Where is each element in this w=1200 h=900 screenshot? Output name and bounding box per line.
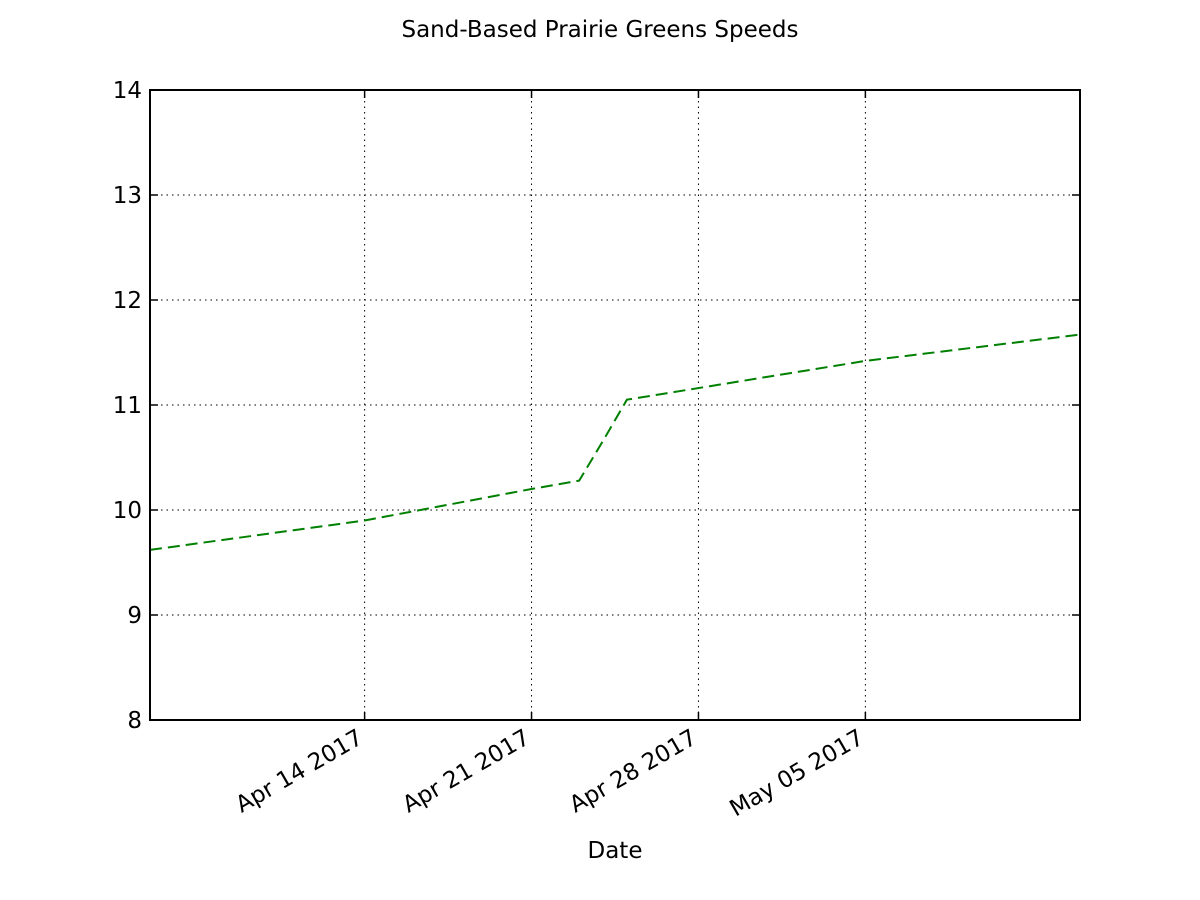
series-line	[149, 333, 1081, 551]
y-tick-label: 10	[113, 498, 142, 524]
grid	[150, 90, 1080, 720]
x-tick-label: Apr 21 2017	[398, 725, 534, 819]
x-tick-label: Apr 14 2017	[231, 725, 367, 819]
x-axis-label: Date	[588, 838, 643, 864]
x-tick-label: Apr 28 2017	[565, 725, 701, 819]
series-layer	[149, 333, 1081, 551]
y-axis: 8 9 10 11 12 13 14	[113, 78, 1080, 734]
x-axis: Apr 14 2017 Apr 21 2017 Apr 28 2017 May 05 …	[231, 90, 868, 822]
y-tick-label: 9	[127, 603, 142, 629]
y-tick-label: 14	[113, 78, 142, 104]
y-tick-label: 8	[127, 708, 142, 734]
plot-frame	[149, 89, 1081, 721]
x-tick-label: May 05 2017	[725, 725, 868, 823]
y-tick-label: 13	[113, 183, 142, 209]
y-tick-label: 11	[113, 393, 142, 419]
y-tick-label: 12	[113, 288, 142, 314]
chart-title: Sand-Based Prairie Greens Speeds	[401, 17, 798, 43]
